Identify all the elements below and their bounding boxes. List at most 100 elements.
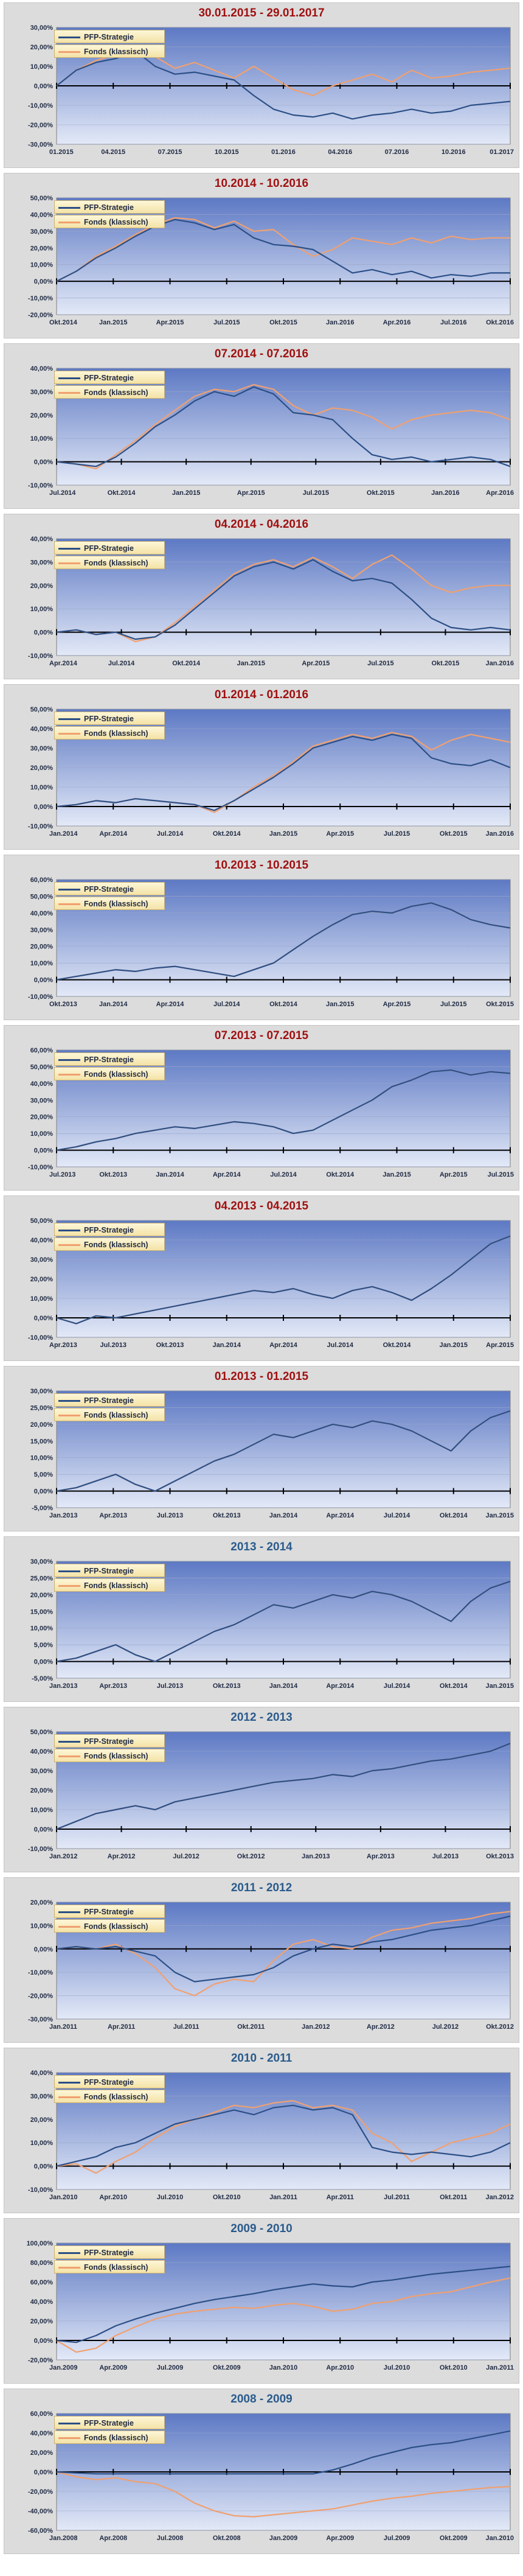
legend-swatch: [58, 207, 80, 209]
y-tick-label: 30,00%: [30, 2093, 54, 2100]
y-tick-label: 40,00%: [30, 1748, 54, 1755]
x-tick-label: Jul.2014: [384, 1512, 410, 1519]
y-tick-label: -30,00%: [28, 141, 53, 149]
fund-series-line: [56, 554, 510, 643]
y-tick-label: 50,00%: [30, 706, 54, 713]
legend-item: PFP-Strategie: [54, 1052, 165, 1066]
legend-swatch: [58, 1230, 80, 1231]
x-tick-label: Jan.2014: [269, 1682, 298, 1690]
y-tick-label: 30,00%: [30, 1558, 54, 1566]
y-tick-label: 10,00%: [30, 1455, 54, 1462]
y-tick-label: 20,00%: [30, 1276, 54, 1283]
y-tick-label: 40,00%: [30, 2430, 54, 2437]
legend-item: PFP-Strategie: [54, 2075, 165, 2088]
y-tick-label: 40,00%: [30, 536, 54, 543]
x-tick-label: Jul.2014: [213, 1001, 240, 1008]
x-tick-label: Okt.2012: [237, 1853, 265, 1860]
legend-swatch: [58, 1400, 80, 1402]
legend-label: Fonds (klassisch): [84, 1581, 148, 1590]
fund-series-line: [56, 217, 510, 282]
x-tick-label: Jan.2015: [172, 489, 200, 497]
x-tick-label: Jul.2013: [432, 1853, 459, 1860]
x-tick-label: 04.2015: [101, 149, 125, 156]
chart-title: 07.2014 - 07.2016: [214, 348, 309, 360]
x-tick-label: Okt.2013: [99, 1171, 127, 1178]
legend-item: Fonds (klassisch): [54, 385, 165, 399]
fund-series-line: [56, 2471, 511, 2518]
y-tick-label: 10,00%: [30, 63, 54, 71]
legend-item: Fonds (klassisch): [54, 1237, 165, 1251]
x-tick-label: Okt.2013: [49, 1001, 77, 1008]
strategy-series-line: [56, 1069, 511, 1151]
fund-series-line: [56, 383, 511, 470]
x-tick-label: Jul.2009: [157, 2364, 183, 2371]
x-tick-label: Jul.2013: [100, 1342, 126, 1349]
x-tick-label: Okt.2008: [213, 2535, 241, 2542]
legend-label: PFP-Strategie: [84, 374, 134, 382]
y-tick-label: -5,00%: [32, 1675, 53, 1682]
legend-swatch: [58, 1585, 80, 1587]
legend-item: Fonds (klassisch): [54, 215, 165, 228]
y-tick-label: 30,00%: [30, 1097, 54, 1104]
legend-swatch: [58, 392, 80, 394]
x-tick-label: Okt.2014: [440, 1682, 468, 1690]
legend-item: Fonds (klassisch): [54, 2090, 165, 2103]
chart-legend: PFP-Strategie Fonds (klassisch): [54, 541, 165, 570]
x-tick-label: Jan.2015: [99, 319, 127, 326]
y-tick-label: -10,00%: [28, 1969, 53, 1976]
legend-item: Fonds (klassisch): [54, 1749, 165, 1762]
legend-item: Fonds (klassisch): [54, 1408, 165, 1421]
x-tick-label: Apr.2015: [486, 1342, 514, 1349]
x-tick-label: Okt.2015: [269, 319, 297, 326]
chart-legend: PFP-Strategie Fonds (klassisch): [54, 30, 165, 59]
x-tick-label: Jul.2013: [157, 1682, 183, 1690]
x-tick-label: Okt.2015: [431, 660, 459, 667]
x-tick-label: Apr.2014: [326, 1682, 355, 1690]
x-tick-label: Jan.2008: [49, 2535, 77, 2542]
strategy-series-line: [56, 1915, 511, 1983]
x-tick-label: Jul.2015: [213, 319, 240, 326]
y-tick-label: 10,00%: [30, 1625, 54, 1633]
chart-svg: 60,00% 50,00% 40,00% 30,00% 20,00% 10,00% 0,00…: [28, 877, 514, 1008]
legend-swatch: [58, 2252, 80, 2254]
chart-panel: 04.2014 - 04.2016 40,00% 30,00% 20,00% 10,00…: [4, 514, 519, 679]
legend-swatch: [58, 1059, 80, 1061]
x-tick-label: Jul.2015: [440, 1001, 466, 1008]
y-tick-label: -10,00%: [28, 823, 53, 830]
chart-title: 2010 - 2011: [230, 2052, 293, 2065]
x-tick-label: Jan.2011: [486, 2364, 514, 2371]
x-tick-label: Jul.2014: [327, 1342, 354, 1349]
y-tick-label: 30,00%: [30, 1256, 54, 1264]
y-tick-label: 20,00%: [30, 943, 54, 951]
legend-item: PFP-Strategie: [54, 371, 165, 384]
legend-item: PFP-Strategie: [54, 2245, 165, 2259]
y-tick-label: 5,00%: [34, 1642, 53, 1649]
legend-label: Fonds (klassisch): [84, 1411, 148, 1419]
legend-item: Fonds (klassisch): [54, 2260, 165, 2273]
chart-panel: 2010 - 2011 40,00% 30,00% 20,00% 10,00% 0,00%…: [4, 2048, 519, 2213]
y-tick-label: -30,00%: [28, 2016, 53, 2023]
x-tick-label: Jul.2008: [157, 2535, 183, 2542]
x-tick-label: Okt.2013: [156, 1342, 184, 1349]
chart-panel: 04.2013 - 04.2015 50,00% 40,00% 30,00% 20,00…: [4, 1195, 519, 1361]
legend-label: Fonds (klassisch): [84, 1070, 148, 1079]
x-tick-label: 10.2016: [442, 149, 466, 156]
y-tick-label: 30,00%: [30, 926, 54, 934]
x-tick-label: Apr.2013: [367, 1853, 395, 1860]
y-tick-label: 0,00%: [34, 2337, 53, 2345]
y-tick-label: 20,00%: [30, 2318, 54, 2325]
y-tick-label: 0,00%: [34, 1488, 53, 1496]
legend-swatch: [58, 222, 80, 223]
x-tick-label: Okt.2014: [172, 660, 201, 667]
y-tick-label: 30,00%: [30, 745, 54, 752]
y-tick-label: 20,00%: [30, 245, 54, 252]
legend-swatch: [58, 51, 80, 53]
legend-label: PFP-Strategie: [84, 885, 134, 894]
y-tick-label: 100,00%: [27, 2240, 54, 2247]
x-tick-label: Okt.2009: [213, 2364, 241, 2371]
x-tick-label: Apr.2015: [440, 1171, 468, 1178]
y-tick-label: 40,00%: [30, 726, 54, 733]
x-tick-label: Okt.2011: [237, 2023, 265, 2031]
y-tick-label: 20,00%: [30, 1114, 54, 1121]
x-tick-label: Jul.2014: [384, 1682, 410, 1690]
